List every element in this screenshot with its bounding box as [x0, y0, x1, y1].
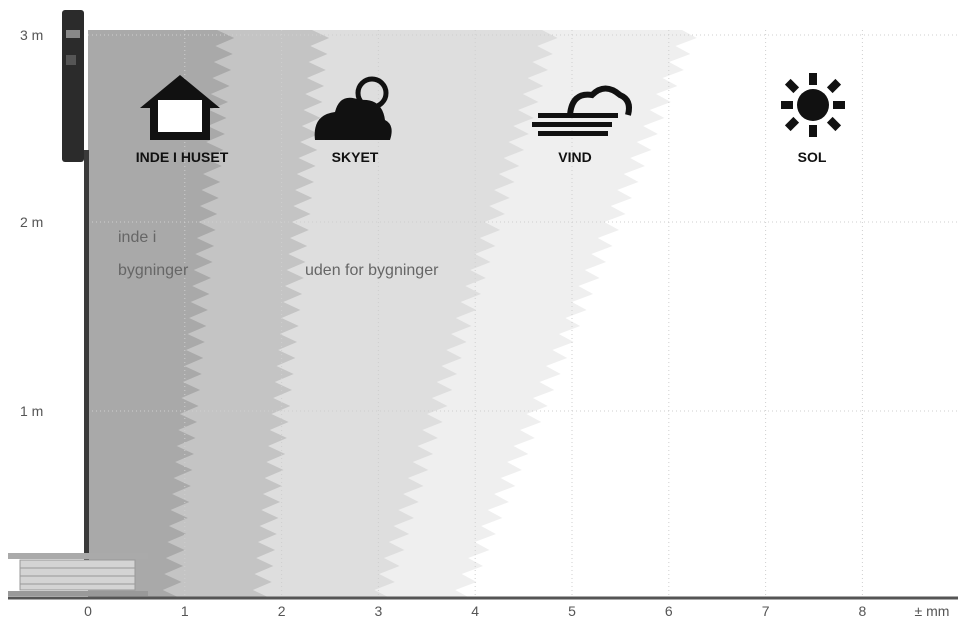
y-tick-label: 3 m [20, 27, 43, 43]
grid [88, 30, 958, 598]
spread-areas [88, 30, 697, 598]
spread-area [88, 30, 235, 598]
zone-label: inde i [118, 229, 156, 246]
pole [84, 150, 89, 560]
cloud-icon [314, 76, 392, 140]
zone-label: uden for bygninger [305, 262, 439, 279]
x-tick-label: 7 [762, 603, 770, 619]
x-tick-label: 4 [471, 603, 479, 619]
x-tick-label: 6 [665, 603, 673, 619]
wind-icon [532, 85, 632, 136]
y-tick-label: 1 m [20, 403, 43, 419]
x-tick-label: 5 [568, 603, 576, 619]
house-icon [140, 75, 220, 140]
zone-label: bygninger [118, 262, 189, 279]
base [8, 553, 148, 596]
receiver-display [66, 30, 80, 38]
condition-label: SKYET [332, 149, 379, 165]
x-tick-label: 1 [181, 603, 189, 619]
sun-icon [781, 73, 845, 137]
condition-label: SOL [798, 149, 827, 165]
y-tick-label: 2 m [20, 214, 43, 230]
receiver [62, 10, 84, 162]
x-axis-unit: ± mm [915, 603, 950, 619]
x-tick-label: 8 [859, 603, 867, 619]
x-tick-label: 0 [84, 603, 92, 619]
x-tick-label: 2 [278, 603, 286, 619]
x-tick-label: 3 [375, 603, 383, 619]
condition-label: INDE I HUSET [136, 149, 229, 165]
condition-label: VIND [558, 149, 591, 165]
receiver-button [66, 55, 76, 65]
